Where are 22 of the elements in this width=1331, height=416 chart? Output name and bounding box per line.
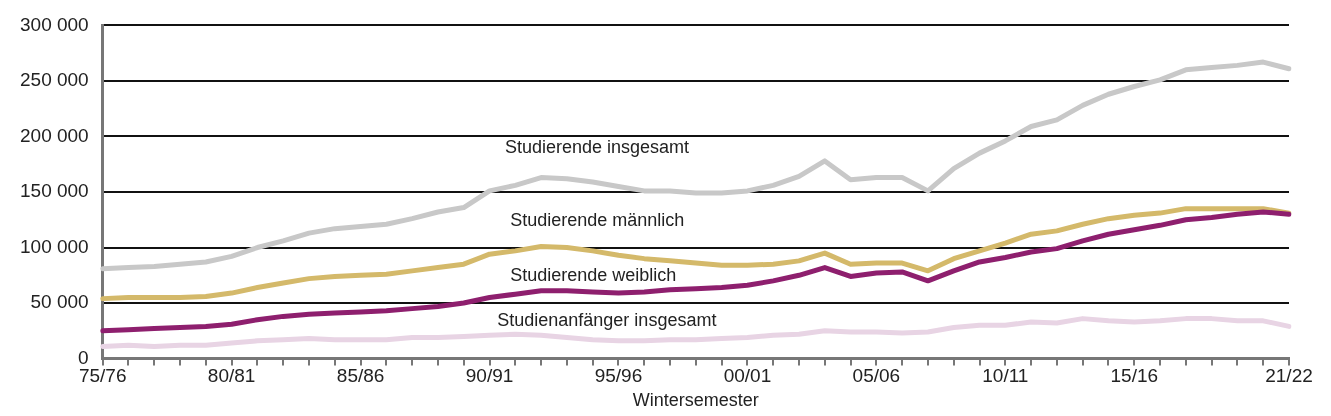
x-tick-label: 75/76	[78, 365, 127, 387]
x-axis-title: Wintersemester	[632, 390, 759, 411]
x-tick-label: 15/16	[1110, 365, 1159, 387]
x-tick-label: 90/91	[465, 365, 514, 387]
y-tick-label: 0	[78, 346, 89, 368]
series-label: Studierende männlich	[510, 210, 685, 231]
y-tick-label: 300 000	[19, 13, 89, 35]
x-tick-label: 00/01	[723, 365, 772, 387]
x-tick-label: 05/06	[852, 365, 901, 387]
x-tick-label: 95/96	[594, 365, 643, 387]
y-tick-label: 250 000	[19, 69, 89, 91]
x-tick-label: 21/22	[1265, 365, 1313, 387]
y-tick-label: 100 000	[19, 235, 89, 257]
x-tick-label: 85/86	[336, 365, 385, 387]
y-tick-label: 200 000	[19, 124, 89, 146]
x-tick-label: 10/11	[982, 365, 1029, 387]
series-label: Studienanfänger insgesamt	[497, 310, 717, 331]
series-label: Studierende insgesamt	[505, 136, 690, 157]
y-tick-label: 50 000	[30, 291, 89, 313]
series-label: Studierende weiblich	[510, 265, 677, 286]
x-tick-label: 80/81	[207, 365, 256, 387]
y-tick-label: 150 000	[19, 180, 89, 202]
